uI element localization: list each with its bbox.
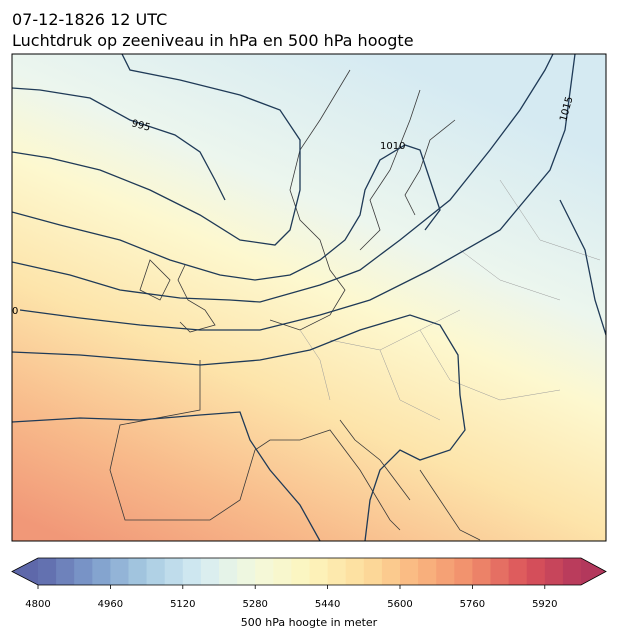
isobar bbox=[12, 87, 226, 201]
colorbar-bin bbox=[128, 558, 148, 585]
height-field bbox=[12, 54, 606, 541]
isobar bbox=[12, 54, 554, 303]
isobar bbox=[12, 314, 466, 541]
colorbar-tick-label: 4960 bbox=[98, 599, 123, 610]
colorbar-bin bbox=[436, 558, 455, 585]
colorbar-extend-low bbox=[12, 558, 38, 585]
colorbar-bin bbox=[562, 558, 582, 585]
date-title: 07-12-1826 12 UTC bbox=[12, 10, 167, 29]
colorbar-bin bbox=[400, 558, 419, 585]
colorbar-bin bbox=[508, 558, 528, 585]
colorbar-bin bbox=[273, 558, 292, 585]
colorbar-bin bbox=[74, 558, 93, 585]
colorbar-bin bbox=[454, 558, 473, 585]
colorbar-bin bbox=[327, 558, 347, 585]
colorbar-bin bbox=[92, 558, 111, 585]
isobar bbox=[12, 54, 301, 246]
isobar bbox=[12, 411, 321, 541]
colorbar-bin bbox=[219, 558, 238, 585]
colorbar-bin bbox=[38, 558, 57, 585]
colorbar-bin bbox=[237, 558, 256, 585]
colorbar-tick-label: 5440 bbox=[315, 599, 340, 610]
contour-label: 0 bbox=[12, 306, 18, 317]
colorbar-bin bbox=[200, 558, 220, 585]
map-frame bbox=[11, 53, 607, 542]
colorbar-bin bbox=[381, 558, 401, 585]
colorbar-bin bbox=[363, 558, 383, 585]
colorbar-bin bbox=[182, 558, 202, 585]
colorbar-tick-label: 5120 bbox=[170, 599, 195, 610]
colorbar-bin bbox=[309, 558, 329, 585]
colorbar-bin bbox=[255, 558, 274, 585]
colorbar-bin bbox=[164, 558, 184, 585]
map-title: Luchtdruk op zeeniveau in hPa en 500 hPa… bbox=[12, 31, 414, 50]
colorbar-bin bbox=[146, 558, 166, 585]
colorbar-label: 500 hPa hoogte in meter bbox=[241, 616, 378, 629]
contour-label: 1010 bbox=[380, 141, 405, 152]
colorbar-tick-label: 5600 bbox=[387, 599, 412, 610]
colorbar-bin bbox=[345, 558, 365, 585]
colorbar: 4800 4960 5120 5280 5440 5600 5760 5920 500 hPa … bbox=[11, 557, 607, 629]
colorbar-bin bbox=[418, 558, 437, 585]
country-border bbox=[299, 179, 601, 421]
colorbar-bin bbox=[472, 558, 491, 585]
colorbar-bin bbox=[291, 558, 310, 585]
colorbar-tick-label: 5280 bbox=[242, 599, 267, 610]
coastline bbox=[109, 69, 481, 541]
colorbar-bin bbox=[526, 558, 546, 585]
isobar bbox=[19, 54, 576, 331]
colorbar-tick-label: 5760 bbox=[460, 599, 485, 610]
colorbar-tick-label: 4800 bbox=[25, 599, 50, 610]
isobar bbox=[12, 144, 441, 281]
colorbar-bin bbox=[110, 558, 129, 585]
colorbar-bin bbox=[544, 558, 564, 585]
contour-label: 995 bbox=[130, 118, 151, 134]
map-area: 995 1010 1015 0 bbox=[12, 54, 606, 541]
colorbar-outline bbox=[11, 557, 607, 586]
colorbar-bin bbox=[56, 558, 75, 585]
colorbar-tick-label: 5920 bbox=[532, 599, 557, 610]
isobar bbox=[559, 199, 606, 336]
colorbar-extend-high bbox=[581, 558, 606, 585]
colorbar-bin bbox=[490, 558, 510, 585]
